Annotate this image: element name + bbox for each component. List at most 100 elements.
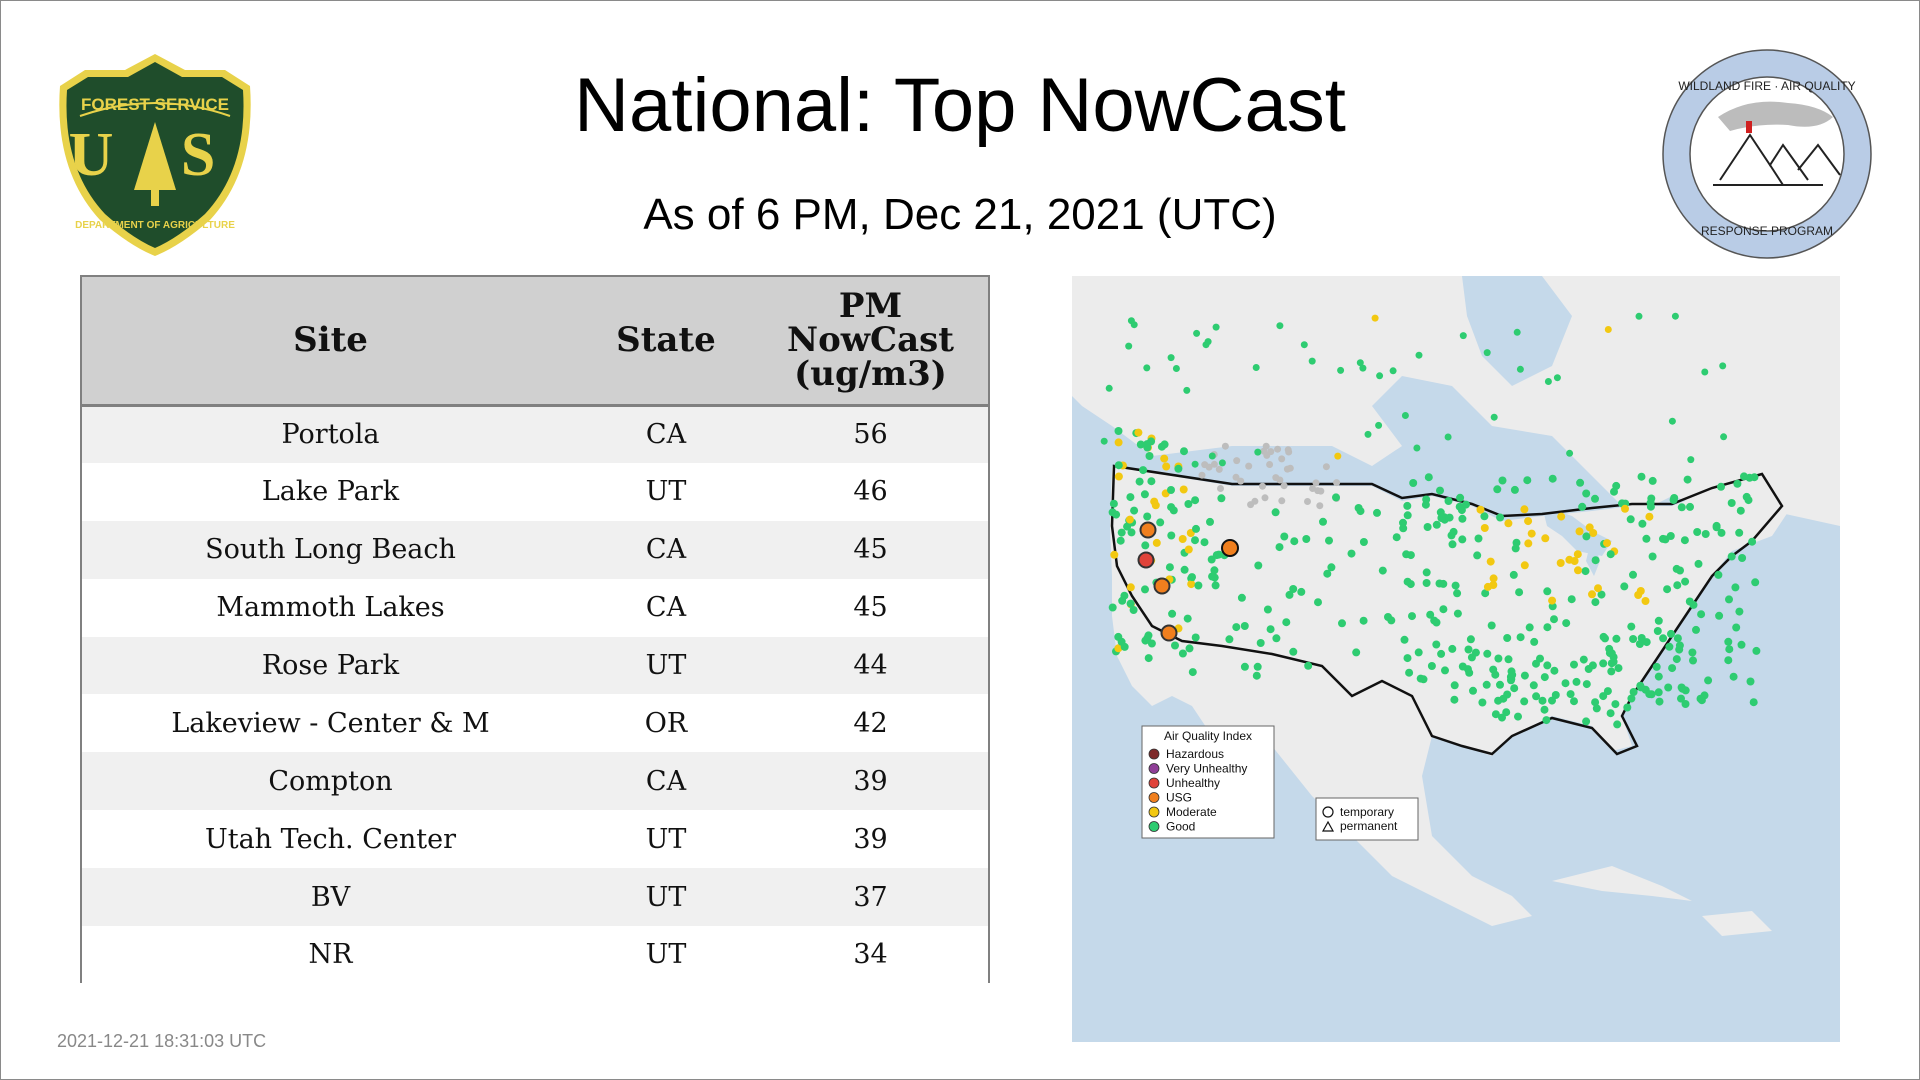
monitor-dot (1160, 624, 1178, 642)
monitor-dot (1635, 312, 1643, 320)
monitor-dot (1162, 462, 1171, 471)
monitor-dot (1304, 498, 1311, 505)
monitor-dot (1725, 645, 1734, 654)
monitor-dot (1188, 668, 1197, 677)
monitor-dot (1673, 581, 1682, 590)
monitor-dot (1334, 452, 1342, 460)
monitor-dot (1445, 513, 1454, 522)
monitor-dot (1188, 573, 1196, 582)
cell-site: South Long Beach (205, 534, 456, 566)
monitor-dot (1465, 668, 1474, 677)
monitor-dot (1172, 365, 1180, 372)
monitor-dot (1403, 654, 1412, 663)
monitor-dot (1284, 446, 1292, 454)
monitor-dot (1621, 504, 1629, 513)
monitor-dot (1509, 570, 1518, 579)
monitor-dot (1198, 471, 1206, 479)
monitor-dot (1424, 473, 1433, 482)
monitor-dot (1503, 634, 1512, 642)
cell-state: CA (645, 765, 687, 797)
monitor-dot (1681, 700, 1690, 708)
monitor-dot (1751, 578, 1760, 587)
monitor-dot (1550, 615, 1558, 624)
monitor-dot (1510, 684, 1519, 693)
table-row: Mammoth Lakes CA 45 (82, 578, 988, 637)
monitor-dot (1180, 565, 1189, 574)
monitor-dot (1392, 533, 1401, 542)
monitor-dot (1174, 464, 1183, 473)
monitor-dot (1276, 322, 1284, 330)
monitor-dot (1543, 587, 1552, 596)
monitor-dot (1636, 587, 1645, 595)
legend-label: Good (1166, 820, 1195, 834)
monitor-dot (1744, 496, 1753, 505)
monitor-dot (1540, 673, 1549, 682)
monitor-dot (1300, 341, 1308, 349)
monitor-dot (1458, 662, 1467, 671)
monitor-dot (1323, 569, 1332, 578)
monitor-dot (1582, 717, 1591, 726)
monitor-dot (1591, 598, 1600, 607)
legend-swatch (1148, 748, 1160, 760)
monitor-dot (1254, 448, 1262, 456)
monitor-dot (1641, 597, 1650, 605)
monitor-dot (1665, 642, 1674, 651)
monitor-dot (1614, 664, 1623, 673)
monitor-dot (1333, 479, 1341, 487)
monitor-dot (1112, 510, 1121, 519)
monitor-dot (1498, 713, 1506, 722)
monitor-dot (1114, 461, 1123, 470)
monitor-dot (1217, 494, 1226, 503)
monitor-dot (1524, 539, 1533, 548)
cell-state: CA (645, 419, 687, 451)
monitor-dot (1262, 442, 1270, 450)
monitor-dot (1221, 442, 1229, 450)
monitor-dot (1427, 662, 1436, 670)
monitor-dot (1692, 625, 1700, 634)
monitor-dot (1676, 566, 1684, 575)
monitor-dot (1254, 561, 1263, 570)
monitor-dot (1409, 479, 1418, 487)
monitor-dot (1134, 428, 1143, 437)
monitor-dot (1252, 364, 1260, 371)
monitor-dot (1338, 619, 1346, 628)
cell-state: CA (645, 534, 687, 566)
legend-permanent: permanent (1340, 819, 1398, 833)
monitor-dot (1312, 479, 1320, 487)
cell-value: 56 (853, 419, 888, 451)
generated-timestamp: 2021-12-21 18:31:03 UTC (57, 1031, 267, 1051)
monitor-dot (1408, 612, 1416, 621)
monitor-dot (1261, 494, 1269, 502)
monitor-dot (1232, 473, 1240, 481)
monitor-dot (1570, 697, 1578, 706)
monitor-dot (1597, 590, 1606, 599)
monitor-dot (1359, 364, 1367, 372)
monitor-dot (1737, 640, 1746, 649)
monitor-dot (1147, 477, 1156, 486)
aqi-map: Air Quality Index Hazardous Very Unhealth… (1072, 276, 1840, 1042)
monitor-dot (1211, 581, 1220, 590)
monitor-dot (1686, 502, 1694, 511)
monitor-dot (1314, 598, 1322, 607)
monitor-dot (1263, 605, 1272, 614)
cell-site: NR (308, 939, 353, 971)
monitor-dot (1275, 543, 1284, 552)
monitor-dot (1489, 665, 1498, 674)
monitor-dot (1697, 610, 1706, 619)
monitor-dot (1733, 479, 1742, 488)
monitor-dot (1599, 659, 1608, 668)
nowcast-table: Site State PM NowCast (ug/m3) Portola CA… (80, 275, 990, 984)
map-lake-michigan (1586, 536, 1600, 576)
monitor-dot (1570, 557, 1579, 565)
monitor-dot (1286, 464, 1294, 472)
monitor-dot (1267, 448, 1275, 456)
monitor-dot (1725, 595, 1733, 604)
monitor-dot (1402, 550, 1411, 559)
monitor-dot (1280, 532, 1289, 541)
monitor-dot (1591, 698, 1600, 707)
monitor-dot (1141, 636, 1150, 645)
monitor-dot (1423, 523, 1432, 531)
monitor-dot (1105, 384, 1113, 392)
monitor-dot (1194, 581, 1203, 590)
table-row: Lakeview - Center & M OR 42 (82, 694, 988, 753)
